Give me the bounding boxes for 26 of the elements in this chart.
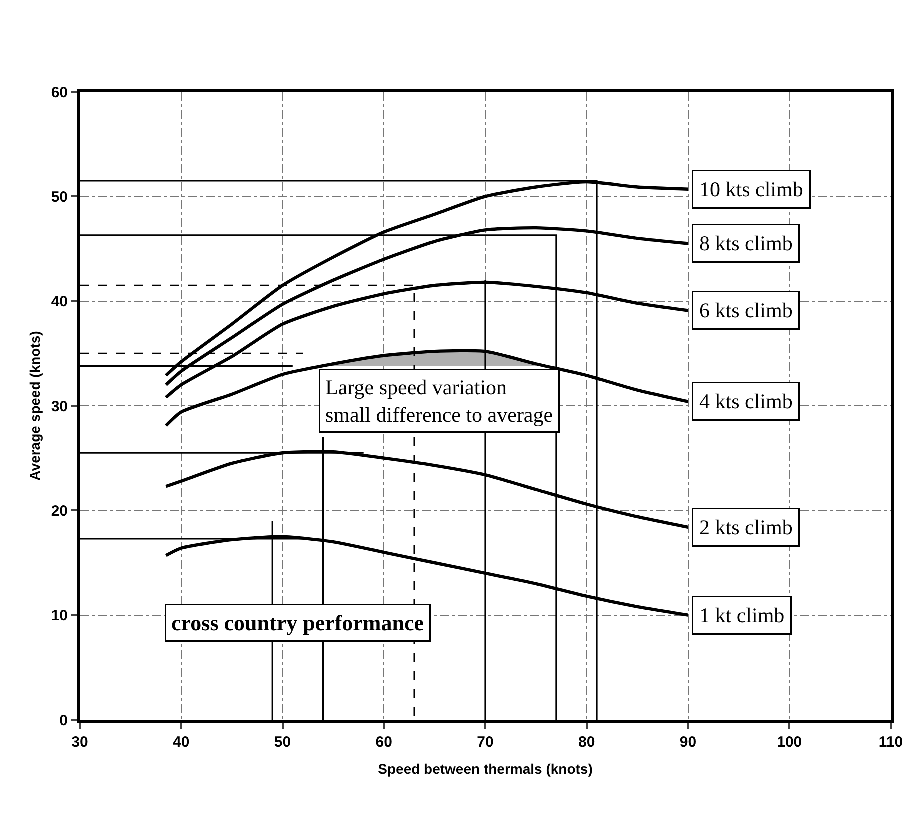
annotation: Large speed variation small difference to average <box>326 376 554 427</box>
y-axis-title: Average speed (knots) <box>27 331 43 481</box>
series-label: 8 kts climb <box>700 232 793 256</box>
series-label: 1 kt climb <box>700 604 785 628</box>
x-tick-label: 80 <box>578 734 596 751</box>
x-tick-label: 60 <box>376 734 392 751</box>
y-tick-label: 50 <box>51 188 68 206</box>
x-tick-label: 70 <box>477 734 494 751</box>
y-tick-label: 20 <box>51 502 68 520</box>
x-tick-label: 100 <box>777 734 802 751</box>
x-tick-label: 110 <box>878 734 904 751</box>
x-tick-label: 30 <box>72 734 88 751</box>
y-tick-label: 30 <box>51 398 68 416</box>
series-label: 2 kts climb <box>700 516 793 540</box>
x-tick-label: 50 <box>274 734 292 751</box>
x-tick-label: 90 <box>680 734 697 751</box>
series-label: 10 kts climb <box>700 178 804 202</box>
y-tick-label: 60 <box>51 84 68 102</box>
series-label: 6 kts climb <box>700 298 793 322</box>
x-axis-title: Speed between thermals (knots) <box>378 761 593 777</box>
annotation: cross country performance <box>172 610 424 636</box>
y-tick-label: 40 <box>51 294 68 311</box>
x-tick-label: 40 <box>173 734 190 751</box>
y-tick-label: 0 <box>60 712 68 730</box>
series-label: 4 kts climb <box>700 390 793 414</box>
y-tick-label: 10 <box>51 608 68 625</box>
